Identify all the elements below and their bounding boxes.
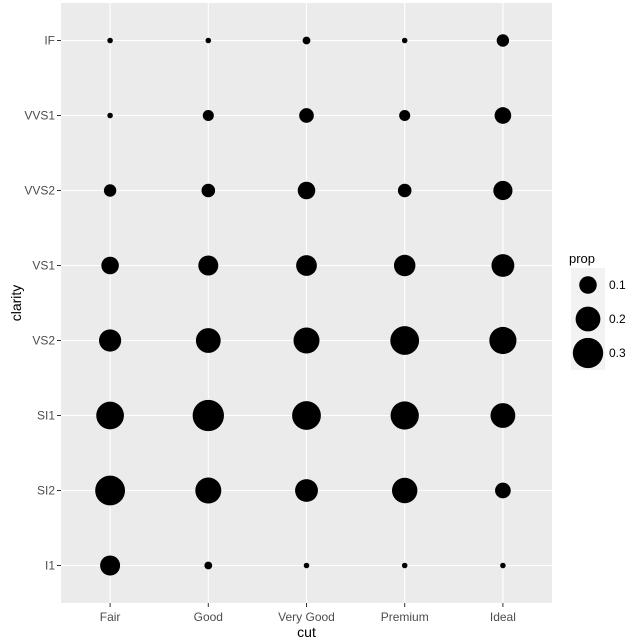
data-point — [490, 403, 516, 428]
data-point — [494, 107, 512, 124]
legend-key-circle — [572, 337, 604, 369]
x-tick-label: Ideal — [490, 610, 516, 624]
data-point — [100, 555, 121, 576]
legend: prop 0.1 0.2 0.3 — [569, 251, 626, 370]
y-tick-label: VVS2 — [24, 184, 55, 198]
data-point — [302, 36, 311, 45]
data-point — [99, 329, 122, 352]
legend-key-circle — [579, 276, 597, 294]
data-point — [500, 562, 506, 569]
data-point — [401, 562, 408, 569]
data-point — [399, 109, 411, 122]
y-tick-label: VVS1 — [24, 109, 55, 123]
y-tick-label: VS2 — [32, 334, 55, 348]
data-point — [496, 34, 510, 47]
legend-title: prop — [569, 251, 595, 266]
x-tick-label: Good — [194, 610, 223, 624]
data-point — [393, 254, 416, 277]
data-point — [204, 561, 213, 570]
y-tick-label: SI1 — [37, 409, 55, 423]
data-point — [101, 256, 119, 275]
data-point — [107, 37, 113, 44]
x-tick-label: Very Good — [278, 610, 335, 624]
data-point — [195, 477, 222, 504]
legend-label: 0.3 — [609, 346, 626, 360]
data-point — [205, 37, 212, 44]
data-point — [491, 254, 515, 277]
data-point — [295, 479, 318, 502]
data-point — [391, 477, 418, 504]
x-tick-label: Fair — [100, 610, 121, 624]
y-axis-title: clarity — [8, 285, 24, 322]
data-point — [296, 255, 317, 276]
data-point — [293, 327, 320, 354]
legend-label: 0.1 — [609, 278, 626, 292]
y-axis-ticks: I1 SI2 SI1 VS2 VS1 VVS2 VVS1 IF — [24, 34, 61, 573]
data-point — [489, 326, 517, 355]
data-point — [390, 326, 420, 355]
legend-key-circle — [575, 306, 601, 332]
data-point — [103, 184, 117, 197]
data-point — [96, 401, 124, 430]
data-point — [192, 399, 224, 432]
x-tick-label: Premium — [381, 610, 429, 624]
data-point — [202, 109, 214, 122]
data-point — [495, 482, 511, 499]
x-axis-ticks: Fair Good Very Good Premium Ideal — [100, 603, 516, 624]
data-point — [401, 37, 408, 44]
data-point — [493, 180, 513, 201]
data-point — [292, 401, 321, 430]
data-point — [201, 183, 216, 198]
data-point — [297, 181, 316, 200]
data-point — [195, 328, 221, 353]
x-axis-title: cut — [297, 624, 316, 640]
y-tick-label: VS1 — [32, 259, 55, 273]
data-point — [303, 562, 310, 569]
data-point — [107, 112, 113, 119]
data-point — [95, 475, 126, 506]
y-tick-label: SI2 — [37, 484, 55, 498]
y-tick-label: I1 — [45, 559, 55, 573]
data-point — [299, 108, 314, 123]
data-point — [198, 255, 219, 276]
data-point — [397, 183, 412, 198]
data-point — [390, 401, 419, 430]
data-points — [95, 34, 517, 576]
legend-label: 0.2 — [609, 312, 626, 326]
y-tick-label: IF — [44, 34, 55, 48]
